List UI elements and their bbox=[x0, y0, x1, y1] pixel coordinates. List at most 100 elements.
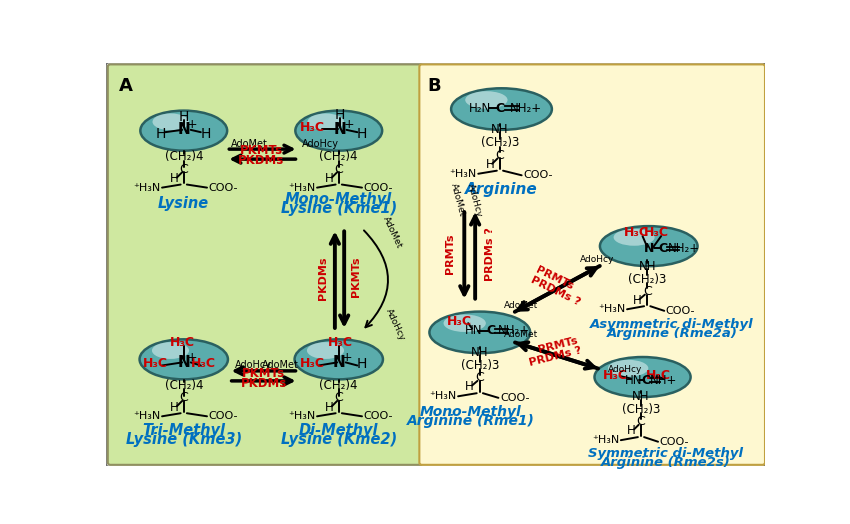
Text: H₃C: H₃C bbox=[644, 226, 669, 239]
Text: Di-Methyl: Di-Methyl bbox=[299, 423, 378, 438]
Text: Mono-Methyl: Mono-Methyl bbox=[420, 405, 521, 419]
Text: AdoMet: AdoMet bbox=[504, 330, 538, 339]
Text: PKMTs: PKMTs bbox=[242, 367, 285, 380]
Text: Lysine (Kme1): Lysine (Kme1) bbox=[280, 201, 397, 216]
Text: Arginine (Rme1): Arginine (Rme1) bbox=[406, 414, 535, 428]
Text: H: H bbox=[335, 108, 345, 122]
Text: N: N bbox=[178, 122, 190, 137]
Text: C: C bbox=[334, 162, 343, 176]
Text: (CH₂)4: (CH₂)4 bbox=[320, 379, 358, 392]
Text: COO-: COO- bbox=[666, 306, 695, 316]
Text: PKMTs: PKMTs bbox=[240, 144, 283, 157]
Text: H: H bbox=[485, 158, 494, 171]
Text: ⁺H₃N: ⁺H₃N bbox=[133, 411, 161, 421]
Text: AdoHcy: AdoHcy bbox=[383, 307, 406, 342]
Ellipse shape bbox=[451, 88, 552, 130]
Text: Arginine (Rme2s): Arginine (Rme2s) bbox=[601, 456, 731, 470]
Text: N: N bbox=[178, 355, 190, 370]
Text: H: H bbox=[627, 424, 636, 436]
Text: NH: NH bbox=[632, 390, 649, 403]
Text: COO-: COO- bbox=[364, 183, 393, 193]
Text: (CH₂)3: (CH₂)3 bbox=[481, 136, 519, 149]
Text: AdoMet: AdoMet bbox=[231, 139, 268, 149]
Text: H₃C: H₃C bbox=[645, 369, 671, 382]
Text: ⁺H₃N: ⁺H₃N bbox=[598, 304, 626, 314]
Ellipse shape bbox=[444, 314, 486, 332]
Text: HN: HN bbox=[625, 374, 642, 387]
Text: (CH₂)4: (CH₂)4 bbox=[320, 150, 358, 163]
Text: AdoHcy: AdoHcy bbox=[466, 182, 483, 217]
Ellipse shape bbox=[295, 111, 382, 151]
Text: (CH₂)4: (CH₂)4 bbox=[165, 150, 203, 163]
Text: PRDMs ?: PRDMs ? bbox=[530, 275, 582, 307]
Ellipse shape bbox=[307, 342, 344, 359]
Text: Asymmetric di-Methyl: Asymmetric di-Methyl bbox=[590, 318, 754, 331]
Text: C: C bbox=[496, 149, 504, 162]
Text: H: H bbox=[357, 127, 367, 141]
Text: +: + bbox=[342, 351, 353, 364]
Text: PRMTs: PRMTs bbox=[534, 265, 575, 292]
Ellipse shape bbox=[465, 91, 507, 108]
Text: AdoHcy: AdoHcy bbox=[581, 255, 615, 264]
Text: C: C bbox=[475, 372, 484, 384]
Text: H₃C: H₃C bbox=[170, 336, 195, 349]
Text: C: C bbox=[642, 374, 651, 387]
Text: Lysine (Kme3): Lysine (Kme3) bbox=[126, 432, 241, 447]
Text: AdoHcy: AdoHcy bbox=[235, 361, 272, 370]
Text: ⁺H₃N: ⁺H₃N bbox=[592, 435, 620, 445]
Ellipse shape bbox=[152, 342, 189, 359]
Text: Arginine (Rme2a): Arginine (Rme2a) bbox=[607, 327, 738, 340]
Ellipse shape bbox=[429, 312, 530, 353]
Text: Symmetric di-Methyl: Symmetric di-Methyl bbox=[588, 447, 743, 460]
Ellipse shape bbox=[614, 229, 654, 246]
Text: COO-: COO- bbox=[364, 411, 393, 421]
Text: H: H bbox=[632, 293, 642, 307]
Ellipse shape bbox=[140, 111, 227, 151]
Text: H₃C: H₃C bbox=[190, 357, 216, 370]
Text: H₃C: H₃C bbox=[624, 226, 649, 239]
Text: +: + bbox=[187, 351, 197, 364]
Text: H: H bbox=[325, 400, 334, 413]
Text: COO-: COO- bbox=[500, 393, 530, 403]
Text: N: N bbox=[643, 242, 654, 255]
Text: AdoMet: AdoMet bbox=[382, 215, 404, 250]
Text: H: H bbox=[465, 380, 474, 393]
Text: H: H bbox=[170, 172, 178, 185]
Ellipse shape bbox=[308, 113, 344, 130]
Text: COO-: COO- bbox=[208, 411, 238, 421]
Text: H₃C: H₃C bbox=[300, 357, 325, 370]
Text: C: C bbox=[179, 162, 188, 176]
Text: H: H bbox=[170, 400, 178, 413]
Text: C: C bbox=[179, 391, 188, 405]
Ellipse shape bbox=[295, 340, 382, 379]
Text: H₃C: H₃C bbox=[328, 336, 353, 349]
Text: ⁺H₃N: ⁺H₃N bbox=[288, 411, 315, 421]
Ellipse shape bbox=[600, 226, 698, 266]
Text: NH: NH bbox=[491, 123, 508, 136]
Text: (CH₂)3: (CH₂)3 bbox=[622, 403, 660, 416]
Text: B: B bbox=[428, 77, 441, 95]
Text: ⁺H₃N: ⁺H₃N bbox=[429, 391, 456, 401]
Text: C: C bbox=[643, 285, 652, 298]
Text: Lysine: Lysine bbox=[158, 195, 209, 211]
Text: C: C bbox=[496, 102, 505, 115]
Text: C: C bbox=[658, 242, 667, 255]
Text: PRMTs: PRMTs bbox=[445, 234, 456, 274]
Ellipse shape bbox=[152, 113, 189, 130]
Text: Mono-Methyl: Mono-Methyl bbox=[285, 192, 393, 207]
Text: Arginine: Arginine bbox=[465, 182, 538, 197]
Text: H₃C: H₃C bbox=[603, 369, 628, 382]
Text: +: + bbox=[343, 118, 354, 131]
Text: H: H bbox=[156, 127, 166, 141]
Text: NH₂+: NH₂+ bbox=[498, 324, 530, 337]
Text: PKDMs: PKDMs bbox=[238, 154, 285, 167]
Text: AdoHcy: AdoHcy bbox=[303, 139, 339, 149]
Text: N: N bbox=[332, 355, 345, 370]
Text: H: H bbox=[178, 110, 189, 124]
Text: PRDMs ?: PRDMs ? bbox=[484, 227, 495, 281]
Text: PRDMs ?: PRDMs ? bbox=[529, 345, 583, 368]
Text: NH+: NH+ bbox=[649, 374, 677, 387]
FancyBboxPatch shape bbox=[105, 62, 766, 467]
Text: +: + bbox=[187, 118, 197, 131]
Text: NH₂+: NH₂+ bbox=[668, 242, 700, 255]
